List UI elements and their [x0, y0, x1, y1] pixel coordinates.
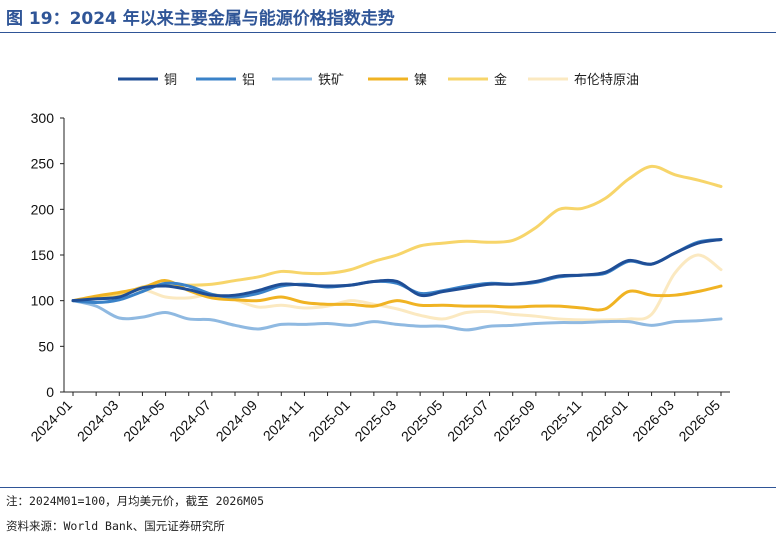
x-tick-label: 2026-03 [629, 397, 677, 445]
legend-label: 铜 [164, 73, 177, 88]
x-tick-label: 2025-11 [537, 397, 584, 444]
x-tick-label: 2025-03 [351, 397, 399, 445]
legend-label: 布伦特原油 [574, 73, 639, 88]
series-line-铁矿 [71, 299, 723, 332]
x-tick-label: 2025-05 [398, 397, 446, 445]
x-tick-label: 2024-05 [120, 397, 168, 445]
legend-label: 镍 [414, 73, 427, 88]
x-tick-label: 2025-07 [444, 397, 492, 445]
bottom-rule [0, 487, 776, 488]
chart-note: 注：2024M01=100，月均美元价，截至 2026M05 [6, 494, 265, 508]
y-tick-label: 300 [31, 110, 55, 126]
y-tick-label: 50 [38, 338, 54, 354]
chart-title: 图 19：2024 年以来主要金属与能源价格指数走势 [6, 9, 395, 29]
line-chart: 铜铝铁矿镍金布伦特原油 0501001502002503002024-01202… [27, 72, 730, 444]
x-tick-label: 2024-01 [27, 397, 75, 445]
y-tick-label: 150 [31, 247, 55, 263]
x-tick-label: 2024-11 [260, 397, 307, 444]
legend-label: 铁矿 [318, 73, 344, 88]
legend-label: 铝 [242, 73, 255, 88]
x-tick-label: 2024-03 [74, 397, 122, 445]
x-tick-label: 2024-09 [213, 397, 261, 445]
axes: 0501001502002503002024-012024-032024-052… [27, 110, 730, 444]
series-line-铜 [71, 237, 723, 303]
top-rule [0, 32, 776, 33]
x-tick-label: 2026-05 [675, 397, 723, 445]
y-tick-label: 100 [31, 293, 55, 309]
x-tick-label: 2025-01 [305, 397, 353, 445]
x-tick-label: 2024-07 [166, 397, 214, 445]
x-tick-label: 2025-09 [490, 397, 538, 445]
y-tick-label: 250 [31, 156, 55, 172]
series-line-布伦特原油 [71, 253, 723, 322]
y-tick-label: 0 [46, 384, 54, 400]
legend-label: 金 [494, 72, 507, 88]
legend: 铜 铝 铁矿 镍 金 布伦特原油 [118, 72, 639, 88]
series-lines [71, 164, 723, 332]
chart-source: 资料来源：World Bank、国元证券研究所 [6, 519, 225, 533]
y-tick-label: 200 [31, 201, 55, 217]
x-tick-label: 2026-01 [583, 397, 631, 445]
